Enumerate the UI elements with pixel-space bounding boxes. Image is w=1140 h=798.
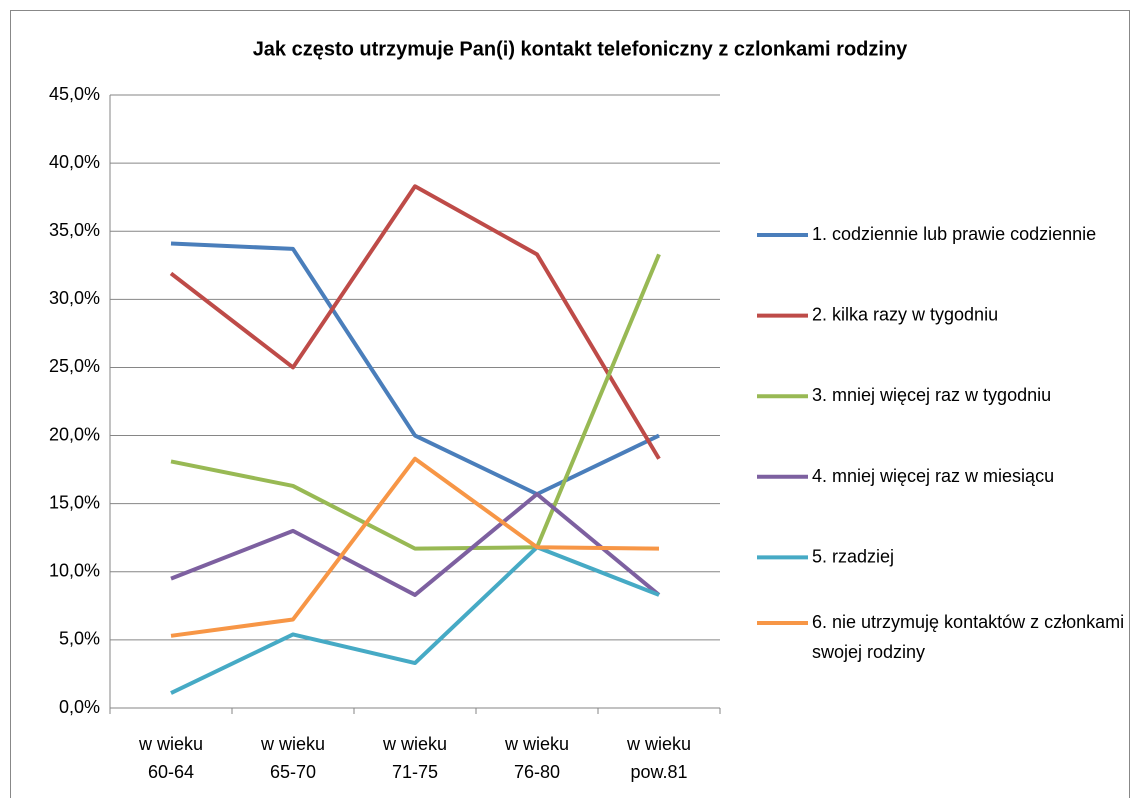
series-line <box>170 456 660 638</box>
series-line <box>170 545 660 695</box>
legend-label: 6. nie utrzymuję kontaktów z członkami sw… <box>812 612 1124 662</box>
chart-border <box>10 10 1130 798</box>
y-tick-label: 20,0% <box>49 424 100 444</box>
x-tick-label: w wieku 65-70 <box>260 734 325 782</box>
y-tick-label: 0,0% <box>59 697 100 717</box>
chart-title: Jak często utrzymuje Pan(i) kontakt tele… <box>253 38 908 60</box>
x-tick-label: w wieku 76-80 <box>504 734 569 782</box>
x-tick-label: w wieku 71-75 <box>382 734 447 782</box>
series-line <box>169 184 661 460</box>
legend-label: 1. codziennie lub prawie codziennie <box>812 224 1096 244</box>
y-tick-label: 40,0% <box>49 152 100 172</box>
y-tick-label: 10,0% <box>49 561 100 581</box>
series-line <box>170 492 661 597</box>
legend-label: 3. mniej więcej raz w tygodniu <box>812 385 1051 405</box>
x-tick-label: w wieku pow.81 <box>626 734 691 782</box>
y-tick-label: 35,0% <box>49 220 100 240</box>
y-tick-label: 25,0% <box>49 356 100 376</box>
y-tick-label: 15,0% <box>49 492 100 512</box>
legend-label: 5. rzadziej <box>812 546 894 566</box>
y-tick-label: 5,0% <box>59 629 100 649</box>
series-line <box>170 253 661 551</box>
x-tick-label: w wieku 60-64 <box>138 734 203 782</box>
legend-label: 4. mniej więcej raz w miesiącu <box>812 466 1054 486</box>
y-tick-label: 45,0% <box>49 84 100 104</box>
y-tick-label: 30,0% <box>49 288 100 308</box>
legend-label: 2. kilka razy w tygodniu <box>812 304 998 324</box>
series-line <box>170 241 660 497</box>
